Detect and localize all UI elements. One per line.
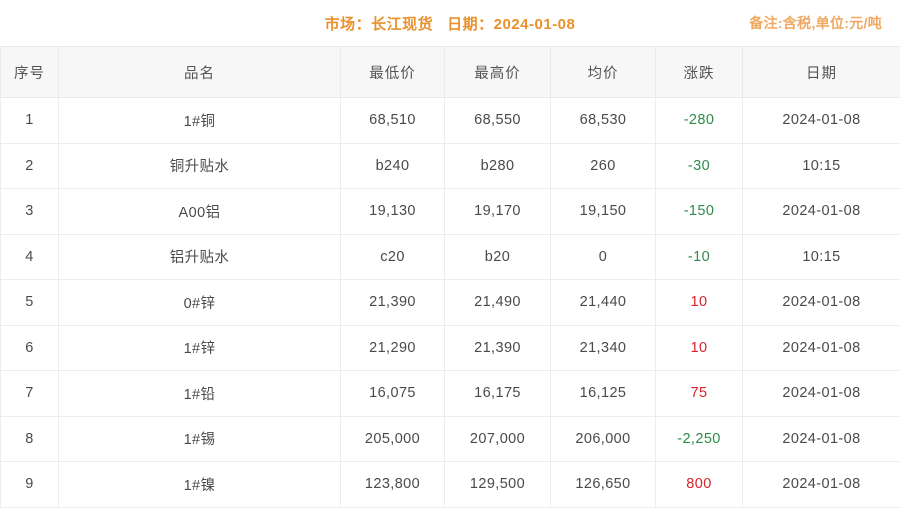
- cell-low: 21,390: [341, 280, 445, 326]
- cell-index: 1: [1, 98, 59, 144]
- column-header-date[interactable]: 日期: [743, 47, 900, 98]
- cell-low: 16,075: [341, 371, 445, 417]
- cell-avg: 260: [551, 143, 656, 189]
- cell-index: 3: [1, 189, 59, 235]
- cell-name: 铜升贴水: [59, 143, 341, 189]
- column-header-name[interactable]: 品名: [59, 47, 341, 98]
- cell-date: 2024-01-08: [743, 280, 900, 326]
- cell-change: -30: [656, 143, 743, 189]
- cell-date: 2024-01-08: [743, 416, 900, 462]
- market-label: 市场：长江现货: [325, 16, 434, 33]
- date-label: 日期：2024-01-08: [447, 16, 575, 33]
- column-header-low[interactable]: 最低价: [341, 47, 445, 98]
- cell-low: 205,000: [341, 416, 445, 462]
- cell-high: 16,175: [445, 371, 551, 417]
- cell-date: 2024-01-08: [743, 325, 900, 371]
- cell-index: 4: [1, 234, 59, 280]
- cell-date: 2024-01-08: [743, 462, 900, 508]
- cell-low: b240: [341, 143, 445, 189]
- cell-name: 1#镍: [59, 462, 341, 508]
- cell-high: b20: [445, 234, 551, 280]
- cell-low: c20: [341, 234, 445, 280]
- cell-change: -280: [656, 98, 743, 144]
- cell-high: 19,170: [445, 189, 551, 235]
- cell-name: 1#铜: [59, 98, 341, 144]
- cell-high: 21,490: [445, 280, 551, 326]
- cell-change: 10: [656, 325, 743, 371]
- column-header-high[interactable]: 最高价: [445, 47, 551, 98]
- cell-avg: 19,150: [551, 189, 656, 235]
- cell-low: 19,130: [341, 189, 445, 235]
- cell-index: 5: [1, 280, 59, 326]
- table-header-row: 序号 品名 最低价 最高价 均价 涨跌 日期: [1, 47, 900, 98]
- cell-date: 10:15: [743, 143, 900, 189]
- cell-name: A00铝: [59, 189, 341, 235]
- cell-index: 6: [1, 325, 59, 371]
- cell-avg: 206,000: [551, 416, 656, 462]
- cell-change: -10: [656, 234, 743, 280]
- cell-index: 8: [1, 416, 59, 462]
- cell-change: -150: [656, 189, 743, 235]
- cell-avg: 21,340: [551, 325, 656, 371]
- cell-low: 123,800: [341, 462, 445, 508]
- cell-low: 21,290: [341, 325, 445, 371]
- cell-change: 10: [656, 280, 743, 326]
- cell-name: 1#铅: [59, 371, 341, 417]
- banner-note: 备注:含税,单位:元/吨: [749, 13, 882, 33]
- column-header-index[interactable]: 序号: [1, 47, 59, 98]
- cell-avg: 126,650: [551, 462, 656, 508]
- cell-date: 2024-01-08: [743, 189, 900, 235]
- cell-avg: 16,125: [551, 371, 656, 417]
- cell-high: 207,000: [445, 416, 551, 462]
- cell-change: -2,250: [656, 416, 743, 462]
- table-header: 序号 品名 最低价 最高价 均价 涨跌 日期: [1, 47, 900, 98]
- cell-high: 21,390: [445, 325, 551, 371]
- cell-high: 68,550: [445, 98, 551, 144]
- cell-change: 800: [656, 462, 743, 508]
- cell-name: 1#锡: [59, 416, 341, 462]
- cell-index: 9: [1, 462, 59, 508]
- cell-name: 铝升贴水: [59, 234, 341, 280]
- cell-index: 2: [1, 143, 59, 189]
- column-header-avg[interactable]: 均价: [551, 47, 656, 98]
- cell-low: 68,510: [341, 98, 445, 144]
- cell-date: 2024-01-08: [743, 371, 900, 417]
- cell-index: 7: [1, 371, 59, 417]
- cell-high: 129,500: [445, 462, 551, 508]
- page-banner: 市场：长江现货日期：2024-01-08 备注:含税,单位:元/吨: [0, 0, 900, 46]
- column-header-change[interactable]: 涨跌: [656, 47, 743, 98]
- cell-high: b280: [445, 143, 551, 189]
- cell-avg: 21,440: [551, 280, 656, 326]
- cell-date: 10:15: [743, 234, 900, 280]
- cell-name: 1#锌: [59, 325, 341, 371]
- cell-avg: 68,530: [551, 98, 656, 144]
- cell-date: 2024-01-08: [743, 98, 900, 144]
- cell-change: 75: [656, 371, 743, 417]
- cell-avg: 0: [551, 234, 656, 280]
- cell-name: 0#锌: [59, 280, 341, 326]
